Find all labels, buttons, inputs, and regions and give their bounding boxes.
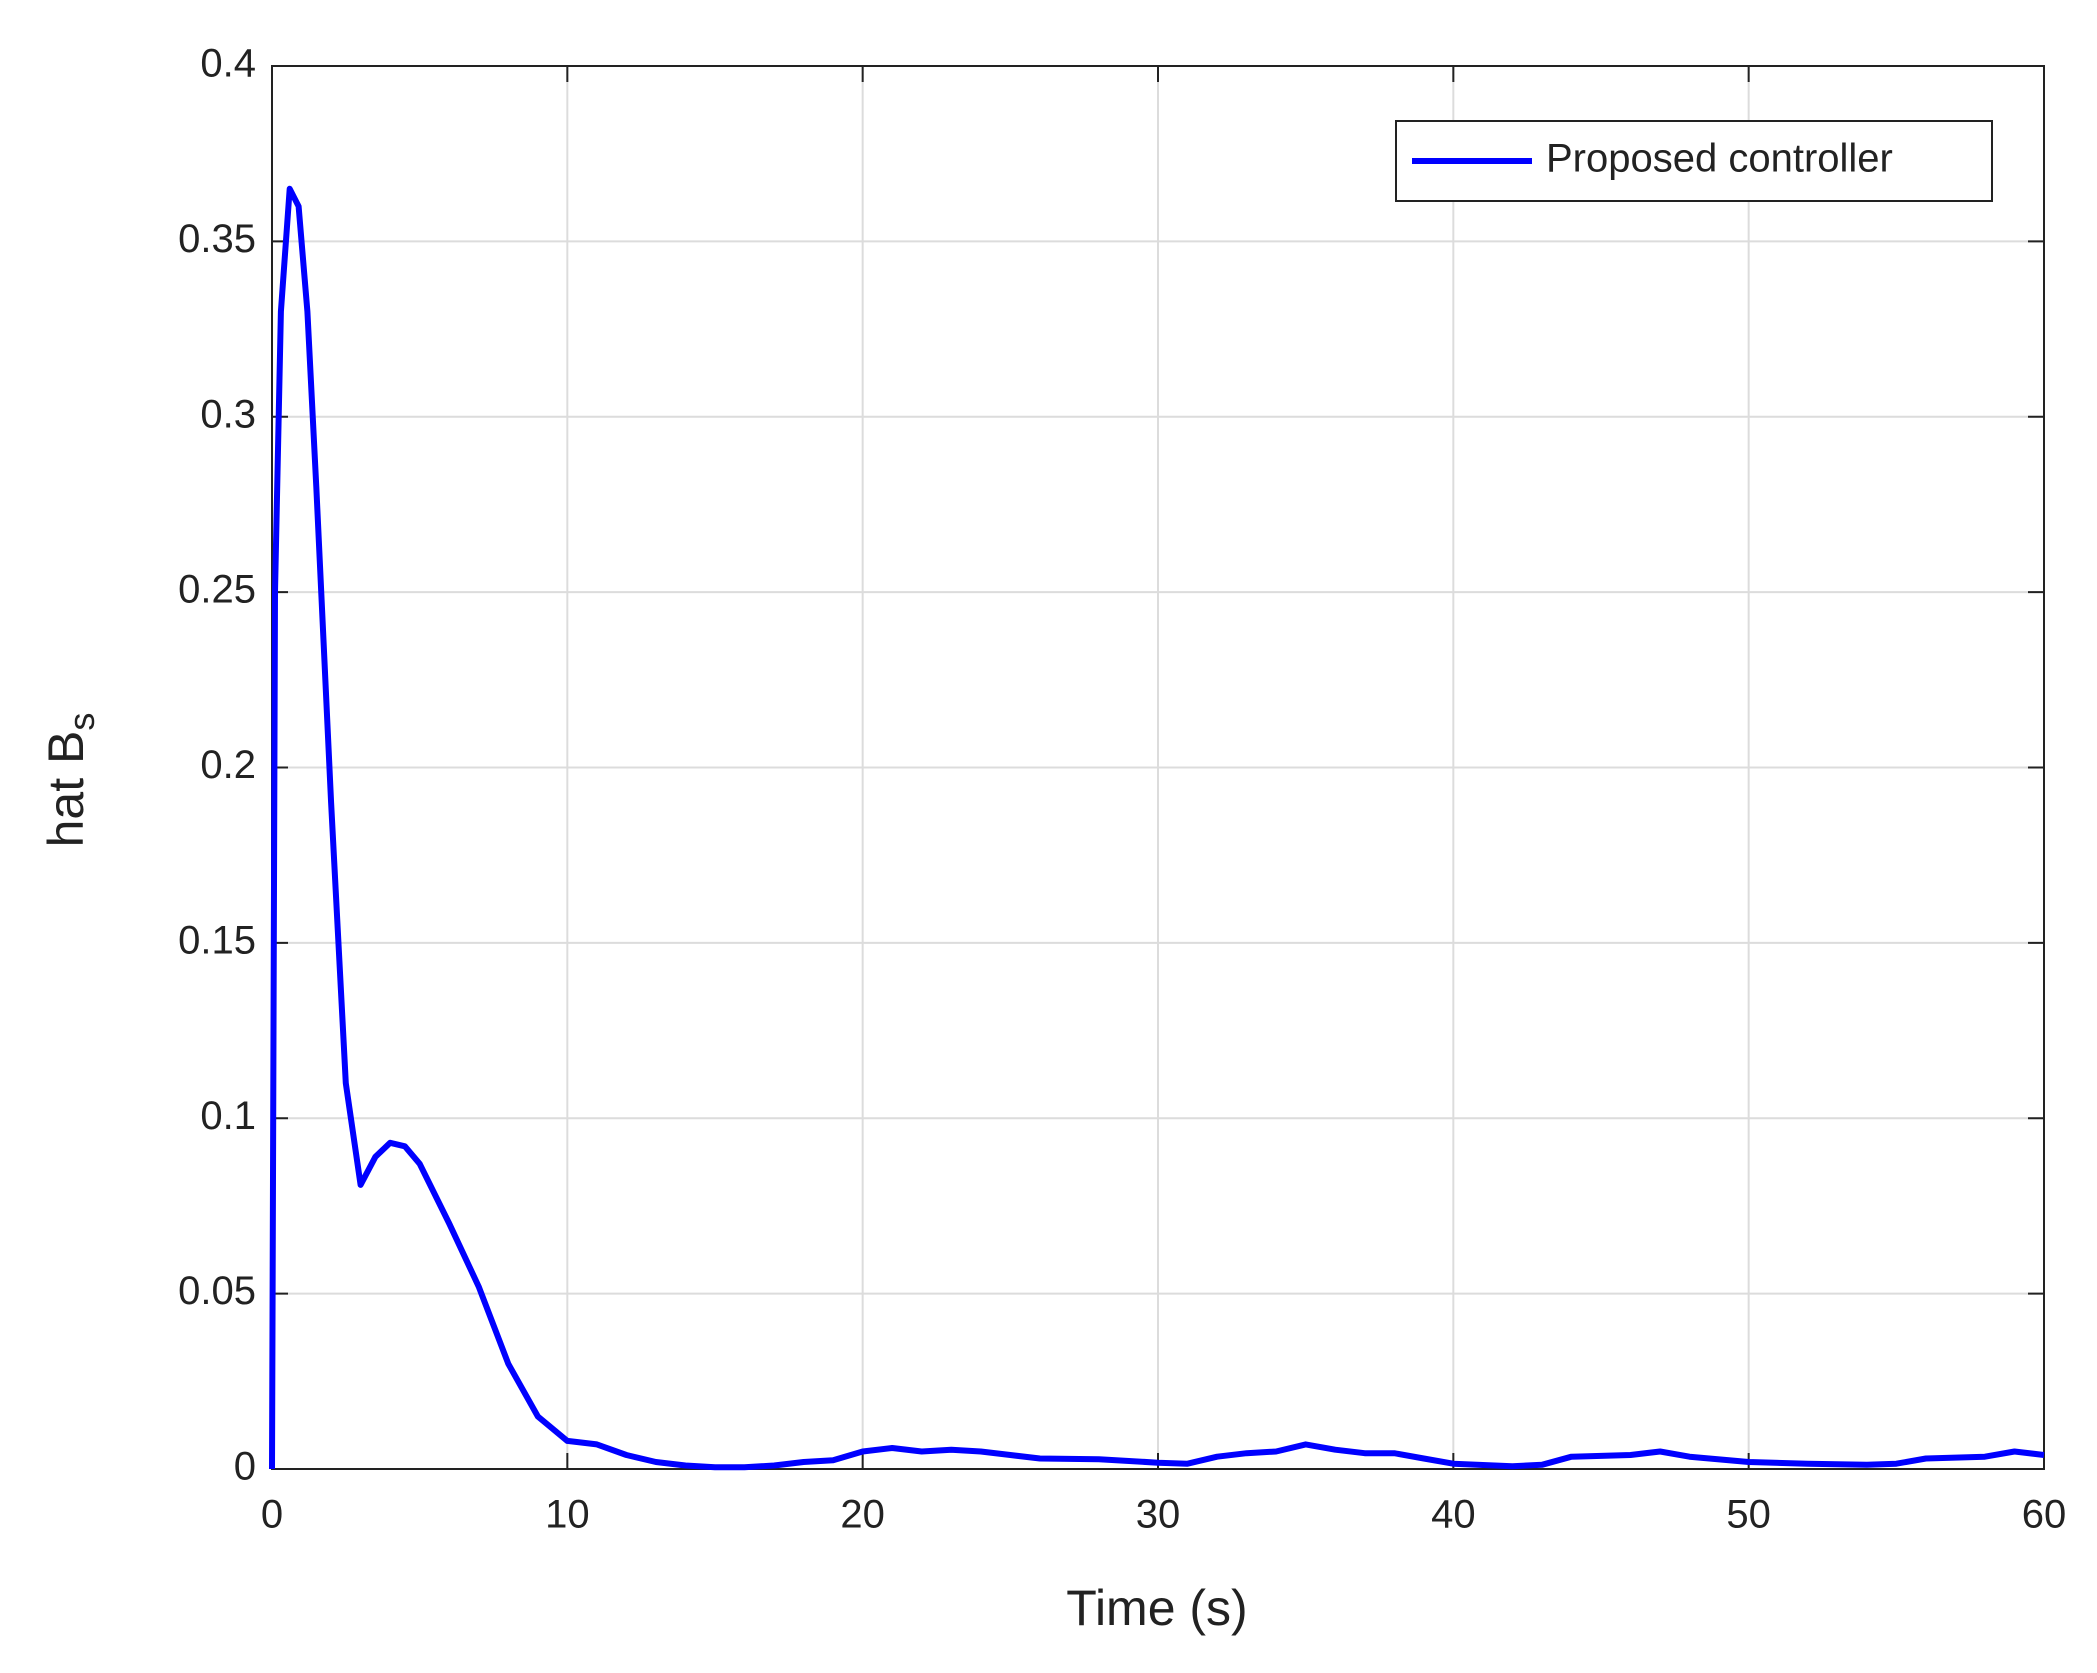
y-tick-label: 0.35: [178, 217, 256, 261]
x-tick-label: 50: [1726, 1493, 1771, 1537]
y-axis-label: hat Bs: [38, 713, 101, 848]
x-tick-label: 20: [840, 1493, 885, 1537]
y-axis-label-subscript: s: [61, 713, 102, 731]
legend-label: Proposed controller: [1546, 137, 1893, 181]
x-axis-label: Time (s): [1066, 1580, 1247, 1636]
x-tick-label: 30: [1136, 1493, 1181, 1537]
y-tick-label: 0.25: [178, 568, 256, 612]
x-tick-label: 10: [545, 1493, 590, 1537]
data-line: [269, 185, 2045, 1471]
y-tick-label: 0.05: [178, 1269, 256, 1313]
x-tick-label: 40: [1431, 1493, 1476, 1537]
x-tick-label: 0: [261, 1493, 283, 1537]
y-tick-label: 0.4: [200, 42, 256, 86]
x-tick-label: 60: [2022, 1493, 2067, 1537]
y-tick-label: 0: [234, 1445, 256, 1489]
y-tick-label: 0.2: [200, 743, 256, 787]
y-axis-label-main: hat B: [38, 731, 94, 848]
y-tick-label: 0.3: [200, 392, 256, 436]
y-tick-label: 0.1: [200, 1094, 256, 1138]
y-tick-label: 0.15: [178, 918, 256, 962]
